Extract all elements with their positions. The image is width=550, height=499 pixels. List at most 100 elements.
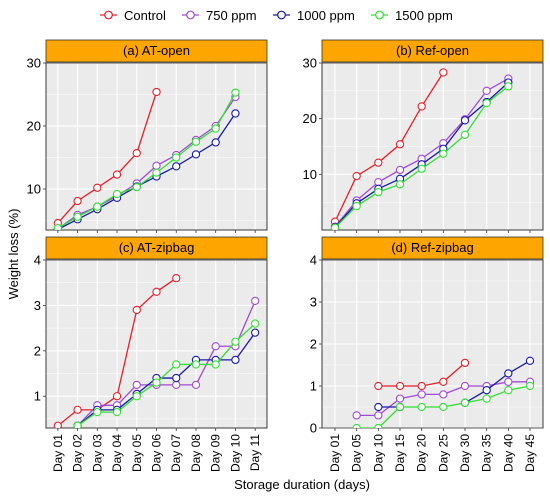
data-point	[191, 380, 201, 390]
y-tick-label: 1	[34, 389, 41, 404]
data-point	[172, 380, 181, 390]
data-point	[439, 377, 448, 386]
data-point	[191, 360, 201, 369]
data-point	[417, 164, 426, 173]
data-point	[172, 360, 181, 369]
data-point	[504, 369, 513, 378]
y-tick-label: 10	[27, 182, 41, 197]
data-point	[504, 82, 513, 91]
data-point	[525, 356, 535, 365]
data-point	[374, 177, 383, 187]
y-tick-label: 20	[27, 119, 41, 134]
data-point	[460, 358, 470, 368]
data-point	[395, 381, 405, 391]
series-line	[57, 96, 236, 230]
data-point	[352, 423, 361, 428]
data-point	[211, 138, 220, 147]
x-tick-label: Day 20	[415, 434, 429, 472]
x-tick-label: Day 05	[350, 434, 364, 472]
data-point	[439, 402, 448, 412]
data-point	[231, 355, 240, 365]
data-point	[152, 168, 161, 177]
data-point	[374, 411, 383, 420]
x-tick-label: Day 05	[130, 434, 144, 472]
y-axis-title: Weight loss (%)	[6, 209, 21, 300]
data-point	[374, 402, 383, 412]
x-tick-label: Day 09	[209, 434, 223, 472]
x-tick-label: Day 40	[501, 434, 515, 472]
data-point	[417, 402, 426, 412]
legend: Control 750 ppm 1000 ppm 1500 ppm	[100, 8, 453, 23]
data-point	[460, 381, 470, 391]
y-tick-label: 4	[34, 253, 41, 268]
series-1500-ppm	[73, 319, 260, 428]
y-tick-label: 3	[34, 298, 41, 313]
panel-title: (b) Ref-open	[396, 43, 469, 58]
data-point	[482, 394, 491, 403]
data-point	[172, 162, 181, 171]
series-line	[57, 92, 236, 229]
data-point	[73, 212, 82, 221]
x-tick-label: Day 10	[228, 434, 242, 472]
data-point	[352, 171, 361, 181]
y-tick-label: 20	[303, 111, 317, 126]
y-tick-label: 2	[310, 337, 317, 352]
x-tick-label: Day 04	[110, 434, 124, 472]
data-point	[53, 421, 62, 428]
data-point	[482, 98, 491, 108]
data-point	[439, 149, 448, 158]
data-point	[93, 183, 102, 192]
chart-panel: (a) AT-open 10 20 30	[27, 39, 268, 233]
data-point	[374, 423, 383, 428]
y-tick-label: 1	[310, 379, 317, 394]
legend-item: 1000 ppm	[273, 8, 355, 23]
data-point	[152, 161, 161, 170]
x-tick-label: Day 02	[71, 434, 85, 472]
x-tick-label: Day 10	[371, 434, 385, 472]
x-tick-label: Day 25	[436, 434, 450, 472]
panel-strip	[321, 236, 544, 260]
series-1500-ppm	[53, 88, 240, 230]
legend-label: 750 ppm	[206, 8, 257, 23]
data-point	[231, 88, 240, 97]
panel-strip	[321, 39, 544, 63]
legend-item: 750 ppm	[182, 8, 257, 23]
y-tick-label: 0	[310, 421, 317, 436]
data-point	[395, 165, 405, 175]
data-point	[132, 380, 141, 390]
data-point	[330, 223, 340, 230]
data-point	[211, 360, 220, 369]
data-point	[460, 116, 470, 125]
data-point	[73, 405, 82, 414]
data-point	[191, 150, 201, 159]
data-point	[73, 421, 82, 428]
data-point	[152, 287, 161, 296]
legend-item: Control	[100, 8, 166, 23]
data-point	[53, 223, 62, 230]
series-line	[464, 360, 531, 404]
x-tick-label: Day 08	[189, 434, 203, 472]
data-point	[482, 386, 491, 395]
series-1500-ppm	[352, 381, 535, 428]
panel-title: (d) Ref-zipbag	[391, 240, 473, 255]
data-point	[152, 87, 161, 97]
data-point	[191, 137, 201, 146]
legend-label: Control	[124, 8, 166, 23]
data-point	[211, 124, 220, 133]
data-point	[374, 158, 383, 167]
data-point	[352, 411, 361, 420]
chart-panel: (b) Ref-open 10 20 30	[303, 39, 544, 233]
x-tick-label: Day 45	[523, 434, 537, 472]
series-control	[330, 68, 448, 226]
legend-item: 1500 ppm	[371, 8, 453, 23]
data-point	[417, 102, 426, 111]
data-point	[251, 319, 260, 328]
data-point	[112, 392, 122, 401]
x-tick-label: Day 01	[51, 434, 65, 472]
data-point	[93, 202, 102, 211]
data-point	[395, 140, 405, 149]
data-point	[112, 170, 122, 179]
data-point	[439, 390, 448, 399]
data-point	[395, 394, 405, 403]
